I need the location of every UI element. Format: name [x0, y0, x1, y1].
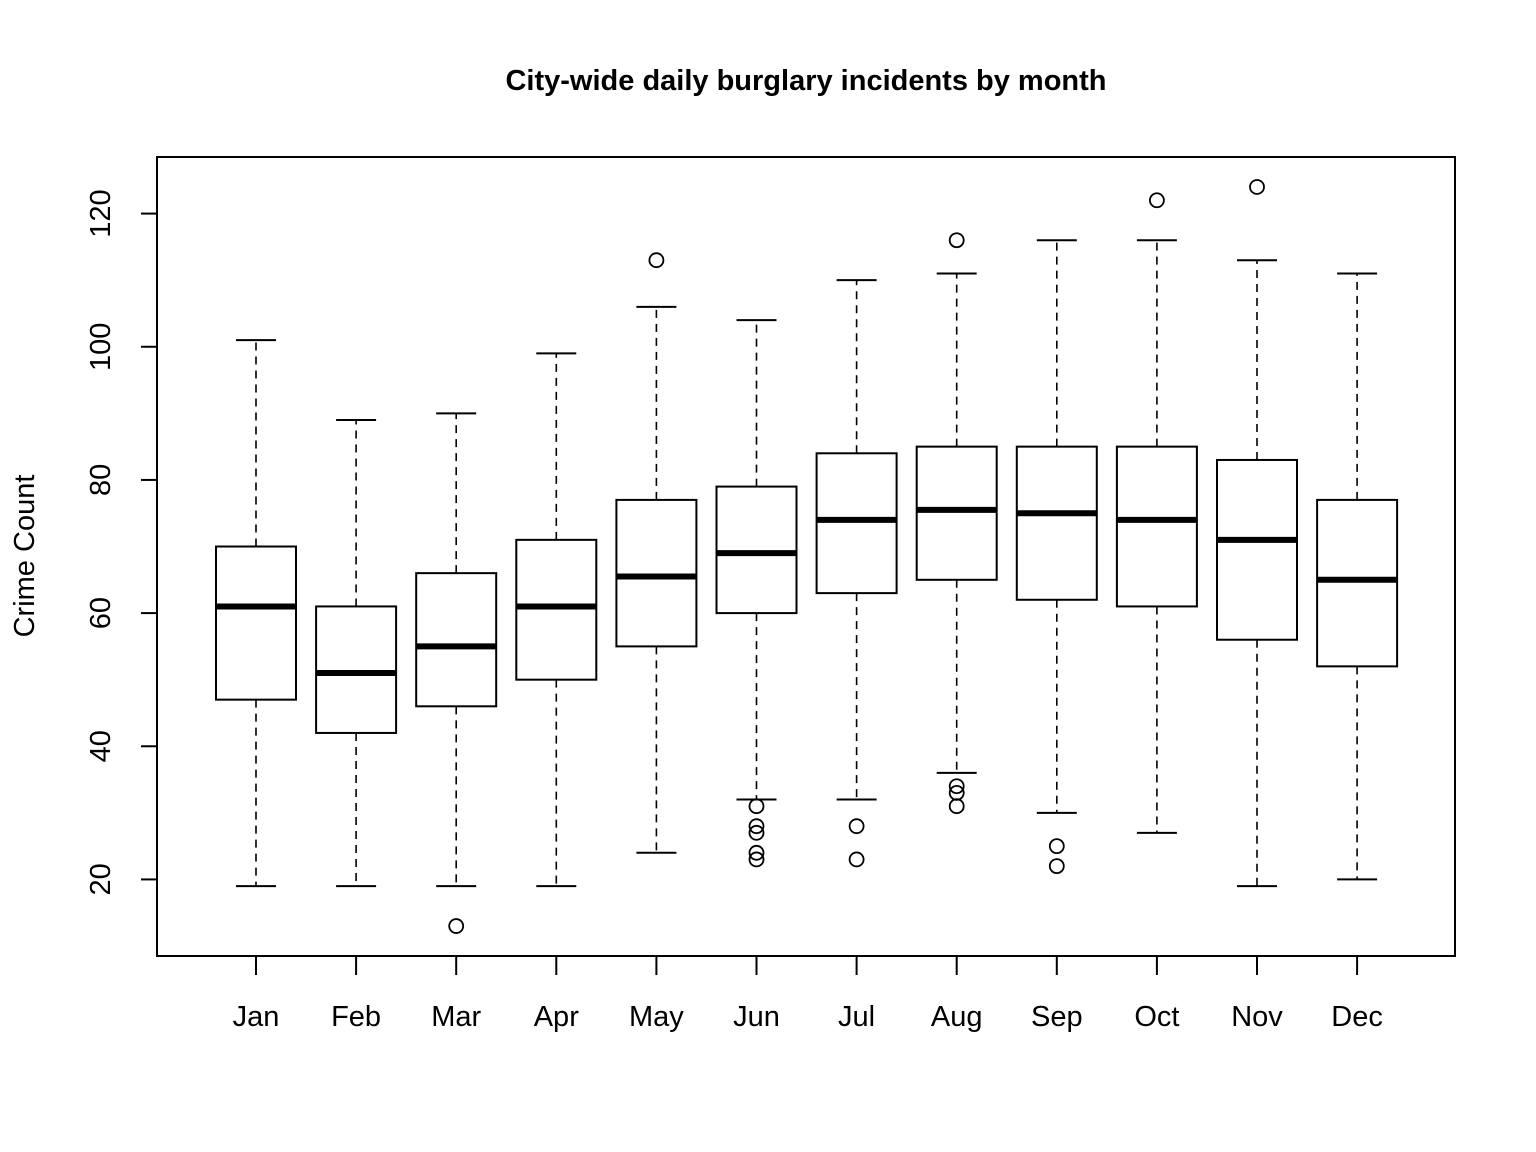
x-tick-label: May: [629, 1001, 684, 1033]
x-tick-label: Apr: [534, 1001, 579, 1033]
iqr-box: [415, 572, 498, 708]
outlier-point: [748, 798, 765, 815]
x-tick-label: Sep: [1031, 1001, 1083, 1033]
x-axis: Jan Feb Mar Apr May Jun Jul Aug Sep Oct Nov Dec: [233, 955, 1383, 1033]
outlier-point: [648, 252, 665, 269]
x-tick-label: Feb: [331, 1001, 381, 1033]
box-feb: [315, 419, 398, 888]
iqr-box: [215, 545, 297, 701]
box-sep: [1015, 239, 1098, 875]
iqr-box: [1216, 458, 1298, 641]
outlier-point: [948, 232, 965, 249]
x-tick-label: Jun: [733, 1001, 780, 1033]
box-jan: [215, 339, 297, 888]
outlier-point: [848, 818, 865, 835]
iqr-box: [715, 485, 798, 615]
outlier-point: [848, 851, 865, 868]
outlier-point: [948, 778, 965, 795]
box-jun: [715, 319, 798, 868]
x-tick-label: Dec: [1331, 1001, 1383, 1033]
x-tick-label: Oct: [1134, 1001, 1179, 1033]
outlier-point: [748, 851, 765, 868]
box-jul: [815, 279, 898, 868]
iqr-box: [315, 605, 398, 734]
box-oct: [1115, 192, 1198, 834]
y-tick-label: 80: [85, 464, 117, 496]
outlier-point: [1048, 858, 1065, 875]
x-tick-label: Jan: [233, 1001, 280, 1033]
y-tick-label: 60: [85, 597, 117, 629]
outlier-point: [748, 818, 765, 835]
x-tick-label: Mar: [431, 1001, 481, 1033]
y-axis-label: Crime Count: [9, 475, 41, 638]
box-mar: [415, 412, 498, 934]
box-aug: [915, 232, 998, 815]
outlier-point: [448, 918, 465, 934]
iqr-box: [1015, 445, 1098, 601]
iqr-box: [515, 538, 598, 681]
iqr-box: [815, 452, 898, 595]
box-apr: [515, 352, 598, 888]
y-axis: 20 40 60 80 100 120: [85, 189, 158, 896]
box-nov: [1216, 179, 1298, 888]
y-tick-label: 120: [85, 189, 117, 237]
box-may: [615, 252, 698, 854]
boxes-group: [215, 179, 1399, 934]
y-tick-label: 40: [85, 730, 117, 762]
outlier-point: [1048, 838, 1065, 855]
outlier-point: [748, 844, 765, 861]
chart-title: City-wide daily burglary incidents by mo…: [505, 65, 1106, 97]
x-tick-label: Aug: [931, 1001, 983, 1033]
outlier-point: [1149, 192, 1165, 209]
outlier-point: [948, 798, 965, 815]
y-tick-label: 100: [85, 323, 117, 371]
y-tick-label: 20: [85, 863, 117, 895]
x-tick-label: Jul: [838, 1001, 875, 1033]
box-dec: [1316, 272, 1399, 881]
outlier-point: [1249, 179, 1265, 195]
iqr-box: [615, 498, 698, 648]
iqr-box: [1316, 498, 1399, 668]
x-tick-label: Nov: [1231, 1001, 1283, 1033]
iqr-box: [1115, 445, 1198, 608]
outlier-point: [748, 824, 765, 841]
iqr-box: [915, 445, 998, 581]
